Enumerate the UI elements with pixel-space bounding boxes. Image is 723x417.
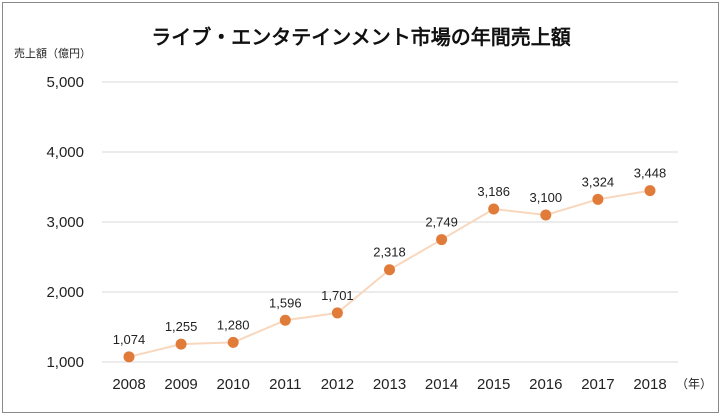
x-tick-label: 2008 [112, 376, 145, 393]
data-point [644, 185, 656, 197]
x-tick-label: 2009 [164, 376, 197, 393]
y-tick-label: 1,000 [46, 354, 84, 371]
y-tick-label: 3,000 [46, 214, 84, 231]
y-axis-label: 売上額（億円） [14, 47, 91, 60]
x-tick-labels: 2008 2009 2010 2011 2012 2013 2014 2015 2016 2017… [112, 376, 666, 393]
chart-title: ライブ・エンタテインメント市場の年間売上額 [151, 25, 570, 49]
data-label: 3,324 [582, 174, 615, 189]
y-tick-label: 4,000 [46, 144, 84, 161]
x-tick-label: 2012 [321, 376, 354, 393]
data-label: 3,186 [477, 184, 510, 199]
data-label: 2,318 [373, 245, 406, 260]
x-tick-label: 2016 [529, 376, 562, 393]
series-layer: 1,074 1,255 1,280 1,596 1,701 2,318 2,749 3,186… [113, 166, 667, 363]
data-label: 2,749 [425, 215, 458, 230]
x-tick-label: 2013 [373, 376, 406, 393]
data-label: 1,596 [269, 295, 302, 310]
data-point [279, 314, 291, 326]
x-tick-label: 2017 [581, 376, 614, 393]
data-label: 3,448 [634, 166, 667, 181]
x-tick-label: 2015 [477, 376, 510, 393]
data-point [488, 203, 500, 215]
data-label: 1,280 [217, 317, 250, 332]
x-tick-label: 2011 [269, 376, 301, 393]
data-point [436, 234, 448, 246]
data-point [384, 264, 395, 276]
chart-frame [2, 2, 719, 413]
data-point [175, 338, 187, 350]
data-label: 1,255 [165, 319, 198, 334]
data-point [227, 336, 239, 348]
data-label: 3,100 [530, 190, 563, 205]
data-label: 1,701 [321, 288, 354, 303]
grid-layer [102, 81, 678, 363]
data-point [331, 307, 343, 319]
data-point [123, 351, 135, 363]
y-tick-label: 5,000 [46, 74, 84, 91]
x-tick-label: 2014 [425, 376, 458, 393]
data-point [592, 193, 604, 205]
y-tick-labels: 1,000 2,000 3,000 4,000 5,000 [46, 74, 84, 371]
y-tick-label: 2,000 [46, 284, 84, 301]
x-axis-unit: （年） [676, 377, 712, 391]
data-label: 1,074 [113, 332, 146, 347]
x-tick-label: 2010 [217, 376, 250, 393]
data-point [540, 209, 552, 221]
x-tick-label: 2018 [633, 376, 666, 393]
